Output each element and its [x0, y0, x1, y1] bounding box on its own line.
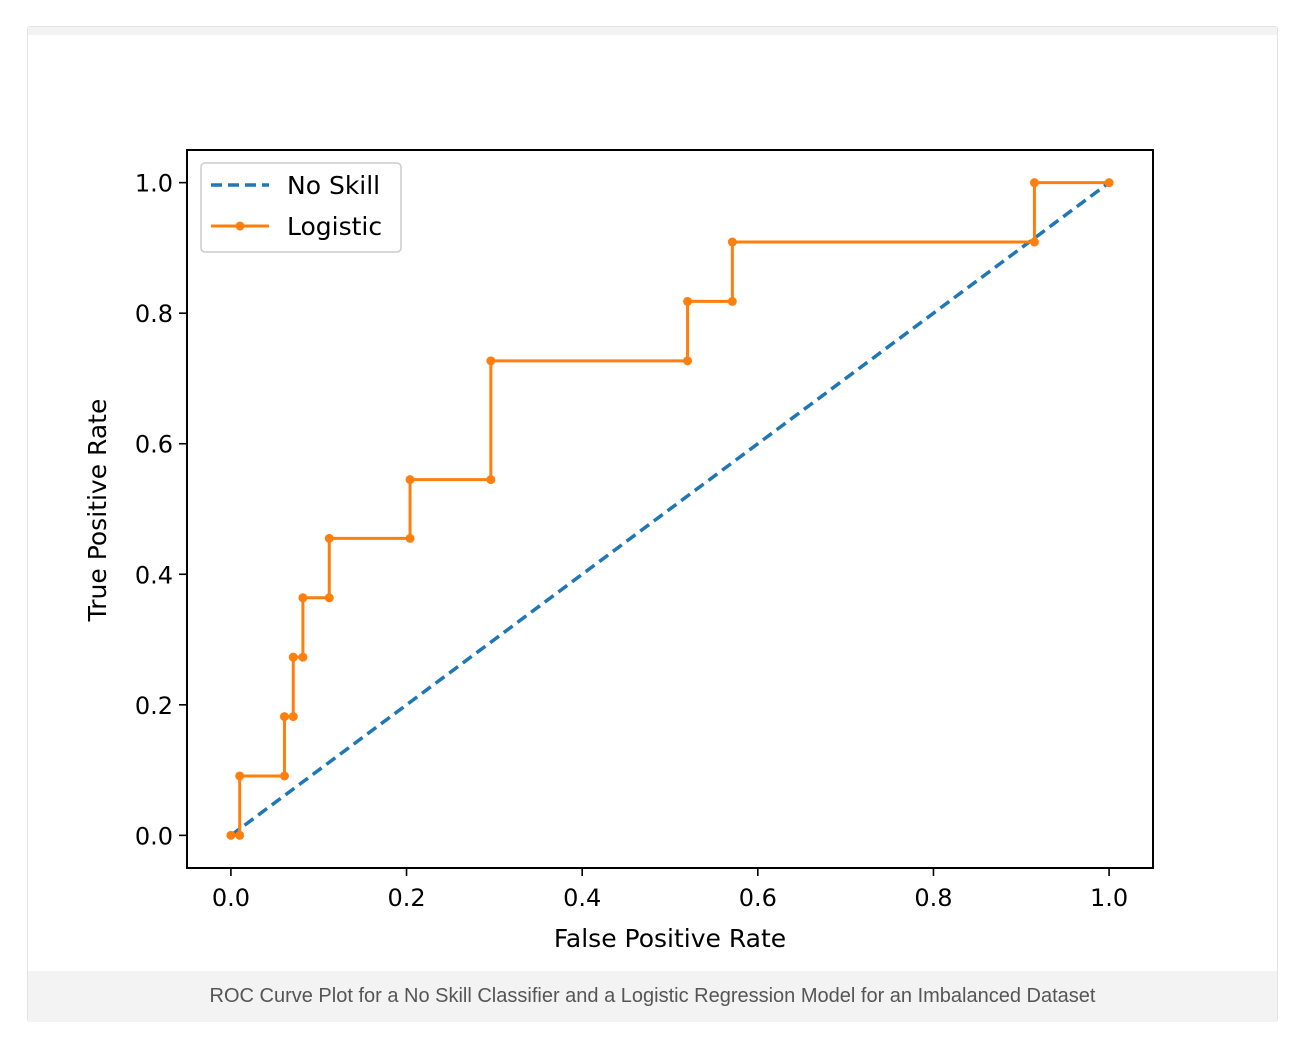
y-tick-label: 0.6 [135, 431, 173, 459]
data-point [324, 533, 334, 543]
data-point [727, 237, 737, 247]
data-point [226, 830, 236, 840]
legend-marker-logistic [235, 221, 245, 231]
data-point [324, 593, 334, 603]
y-ticks: 0.0 0.2 0.4 0.6 0.8 1.0 [135, 170, 187, 850]
y-tick-label: 0.8 [135, 300, 173, 328]
data-point [298, 652, 308, 662]
legend-label-no-skill: No Skill [287, 171, 380, 200]
series-line-logistic [230, 181, 1110, 837]
data-point [486, 475, 496, 485]
plot-area-frame [186, 149, 1154, 869]
data-point [683, 296, 693, 306]
caption-bar: ROC Curve Plot for a No Skill Classifier… [28, 971, 1277, 1022]
x-tick-label: 0.8 [914, 884, 952, 912]
data-point [486, 356, 496, 366]
plot-layer [226, 178, 1114, 840]
x-tick-label: 0.0 [212, 884, 250, 912]
x-tick-label: 0.2 [387, 884, 425, 912]
y-tick-label: 0.0 [135, 822, 173, 850]
x-tick-label: 1.0 [1090, 884, 1128, 912]
x-tick-label: 0.4 [563, 884, 601, 912]
x-tick-label: 0.6 [739, 884, 777, 912]
roc-chart: 0.0 0.2 0.4 0.6 0.8 1.0 0.0 0.2 0.4 0.6 0.8 1.0 Fa… [83, 149, 1154, 953]
legend: No Skill Logistic [200, 162, 402, 253]
figure-frame: 0.0 0.2 0.4 0.6 0.8 1.0 0.0 0.2 0.4 0.6 0.8 1.0 Fa… [27, 26, 1278, 1022]
data-point [279, 771, 289, 781]
x-axis-title: False Positive Rate [554, 924, 786, 953]
data-point [727, 296, 737, 306]
legend-label-logistic: Logistic [287, 212, 382, 241]
y-axis-title: True Positive Rate [83, 399, 112, 623]
figure-caption: ROC Curve Plot for a No Skill Classifier… [209, 985, 1096, 1007]
y-tick-label: 1.0 [135, 170, 173, 198]
data-point [405, 475, 415, 485]
data-point [279, 712, 289, 722]
data-point [1104, 178, 1114, 188]
figure-top-strip [28, 27, 1277, 35]
data-point [235, 771, 245, 781]
data-point [288, 712, 298, 722]
y-tick-label: 0.4 [135, 561, 173, 589]
data-point [298, 593, 308, 603]
y-tick-label: 0.2 [135, 692, 173, 720]
data-point [235, 830, 245, 840]
x-ticks: 0.0 0.2 0.4 0.6 0.8 1.0 [212, 868, 1128, 912]
data-point [288, 652, 298, 662]
data-point [683, 356, 693, 366]
data-point [1029, 237, 1039, 247]
series-line-no-skill [229, 181, 1111, 837]
data-point [1029, 178, 1039, 188]
data-point [405, 533, 415, 543]
